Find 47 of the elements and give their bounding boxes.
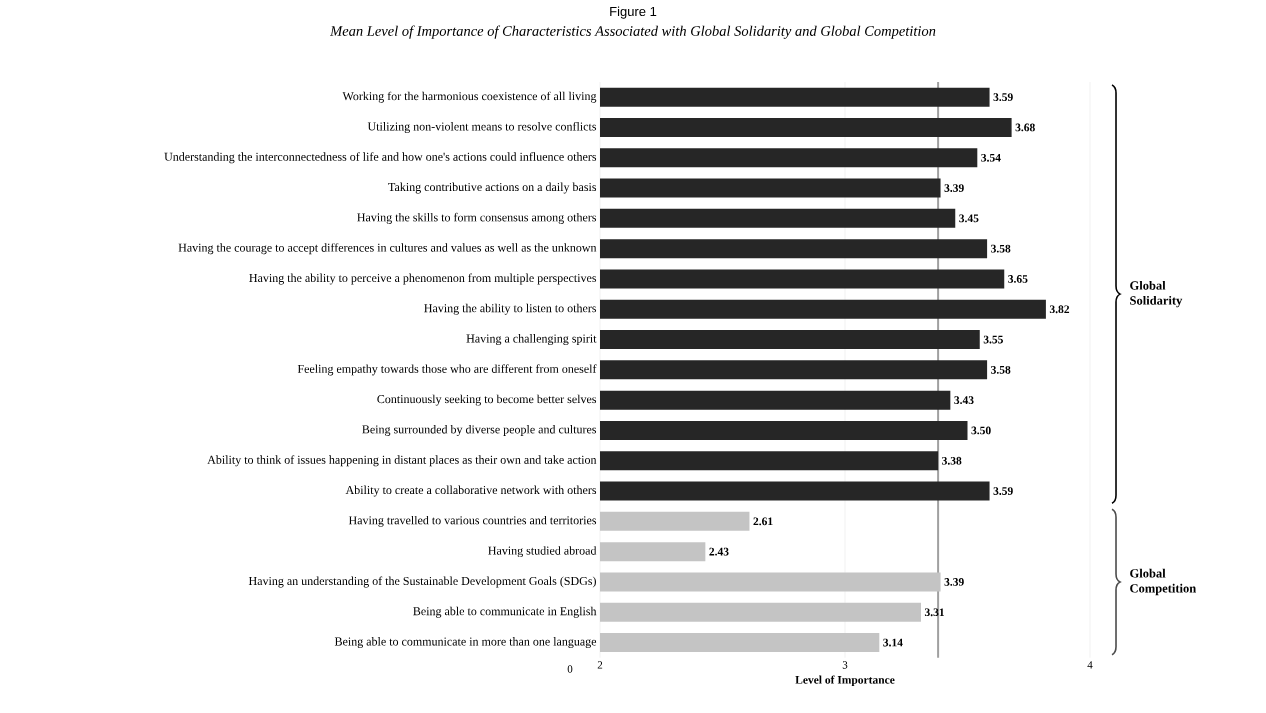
y-tick-label: Having the courage to accept differences in cultures and values as well as the unknown bbox=[178, 243, 597, 255]
data-label: 3.14 bbox=[883, 638, 903, 647]
x-tick-label: 4 bbox=[1087, 661, 1093, 669]
data-label: 3.54 bbox=[981, 153, 1001, 162]
y-tick-label: Taking contributive actions on a daily basis bbox=[388, 182, 597, 194]
data-label: 3.38 bbox=[942, 456, 962, 465]
data-label: 3.39 bbox=[944, 184, 964, 192]
y-tick-label: Having the skills to form consensus among others bbox=[357, 212, 597, 224]
y-tick-label: Being able to communicate in more than one language bbox=[334, 637, 597, 649]
data-label: 3.39 bbox=[944, 578, 964, 586]
y-tick-label: Understanding the interconnectedness of life and how one's actions could influence others bbox=[164, 152, 597, 164]
y-tick-label: Working for the harmonious coexistence of all living bbox=[342, 91, 597, 103]
x-tick-label: 2 bbox=[597, 661, 603, 669]
y-tick-label: Ability to think of issues happening in distant places as their own and take action bbox=[207, 455, 597, 467]
data-label: 3.59 bbox=[993, 93, 1013, 102]
data-label: 3.58 bbox=[991, 244, 1011, 253]
y-tick-label: Having studied abroad bbox=[488, 546, 597, 558]
data-label: 3.68 bbox=[1015, 123, 1035, 132]
data-label: 3.31 bbox=[924, 608, 945, 617]
chart-title: Figure 1 bbox=[610, 6, 657, 19]
x-tick-label: 3 bbox=[842, 661, 848, 669]
y-tick-label: Having the ability to perceive a phenomenon from multiple perspectives bbox=[249, 273, 597, 285]
data-label: 2.43 bbox=[709, 547, 729, 556]
y-tick-label: Having the ability to listen to others bbox=[424, 303, 597, 315]
data-label: 3.59 bbox=[993, 487, 1013, 495]
x-axis-title: Level of Importance bbox=[795, 675, 895, 687]
y-tick-label: Having travelled to various countries and territories bbox=[348, 515, 597, 527]
y-tick-label: Being able to communicate in English bbox=[413, 606, 597, 618]
data-label: 3.50 bbox=[971, 426, 991, 435]
y-tick-label: Feeling empathy towards those who are different from oneself bbox=[297, 364, 597, 376]
data-label: 3.43 bbox=[954, 396, 974, 405]
data-label: 2.61 bbox=[753, 517, 773, 526]
data-label: 3.65 bbox=[1008, 275, 1028, 283]
data-label: 3.82 bbox=[1049, 305, 1070, 314]
y-tick-label: Ability to create a collaborative network with others bbox=[345, 485, 597, 497]
chart-subtitle: Mean Level of Importance of Characteristics Associated with Global Solidarity and Global Competition bbox=[329, 25, 936, 39]
y-tick-label: Having an understanding of the Sustainable Development Goals (SDGs) bbox=[248, 576, 596, 588]
y-tick-label: Continuously seeking to become better selves bbox=[377, 394, 597, 406]
y-tick-label: Utilizing non-violent means to resolve conflicts bbox=[367, 121, 597, 133]
y-tick-label: Having a challenging spirit bbox=[466, 334, 597, 346]
data-label: 3.55 bbox=[983, 335, 1003, 344]
text: Global Competition bbox=[1130, 568, 1197, 596]
text: 0 bbox=[567, 665, 573, 673]
data-label: 3.58 bbox=[991, 365, 1011, 374]
text: Global Solidarity bbox=[1130, 280, 1183, 308]
y-tick-label: Being surrounded by diverse people and cultures bbox=[362, 425, 597, 436]
data-label: 3.45 bbox=[959, 214, 979, 223]
